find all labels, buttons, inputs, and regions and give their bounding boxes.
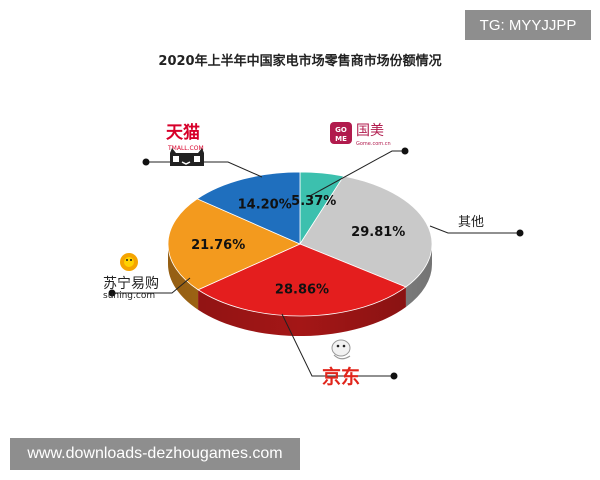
pie-tops	[167, 171, 433, 317]
suning-leader-dot	[108, 289, 116, 297]
tmall-logo-text: 天猫	[166, 122, 200, 143]
gome-leader-dot	[401, 147, 409, 155]
watermark-top: TG: MYYJJPP	[465, 10, 591, 40]
pie-slice-2	[197, 243, 407, 317]
jd-logo-text: 京东	[322, 365, 360, 388]
jd-logo: 京东	[322, 339, 360, 388]
gome-leader-line	[309, 150, 405, 197]
pie-side-shade	[168, 244, 432, 336]
other-leader-dot	[516, 229, 524, 237]
pie-slice-1	[299, 175, 433, 288]
other-leader-line	[429, 225, 520, 234]
pie-slice-3	[167, 198, 301, 291]
svg-text:GO: GO	[335, 126, 347, 134]
svg-text:ME: ME	[335, 135, 347, 143]
jd-leader-line	[281, 313, 394, 377]
suning-leader-line	[112, 277, 191, 294]
suning-logo-text: 苏宁易购	[103, 275, 159, 292]
chart-title: 2020年上半年中国家电市场零售商市场份额情况	[158, 54, 442, 69]
jd-leader-dot	[390, 372, 398, 380]
suning-logo-sub: suning.com	[103, 291, 155, 301]
tmall-leader-dot	[142, 158, 150, 166]
gome-logo-sub: Gome.com.cn	[356, 141, 391, 147]
other-label: 其他	[458, 215, 484, 230]
slice-value-label-0: 5.37%	[291, 194, 336, 209]
pie-slice-4	[196, 171, 301, 245]
gome-logo-text: 国美	[356, 123, 384, 139]
tmall-logo-sub: TMALL.COM	[167, 145, 204, 152]
leader-lines	[108, 147, 524, 380]
gome-logo: GO ME 国美 Gome.com.cn	[330, 122, 391, 147]
suning-logo: 苏宁易购 suning.com	[103, 253, 159, 301]
watermark-bottom: www.downloads-dezhougames.com	[10, 438, 300, 470]
slice-value-label-1: 29.81%	[351, 225, 405, 240]
slice-value-label-4: 14.20%	[238, 198, 292, 213]
slice-value-label-2: 28.86%	[275, 283, 329, 298]
tmall-logo: 天猫 TMALL.COM	[166, 122, 204, 166]
pie-labels: 5.37% 29.81% 28.86% 21.76% 14.20%	[191, 194, 405, 298]
slice-value-label-3: 21.76%	[191, 238, 245, 253]
